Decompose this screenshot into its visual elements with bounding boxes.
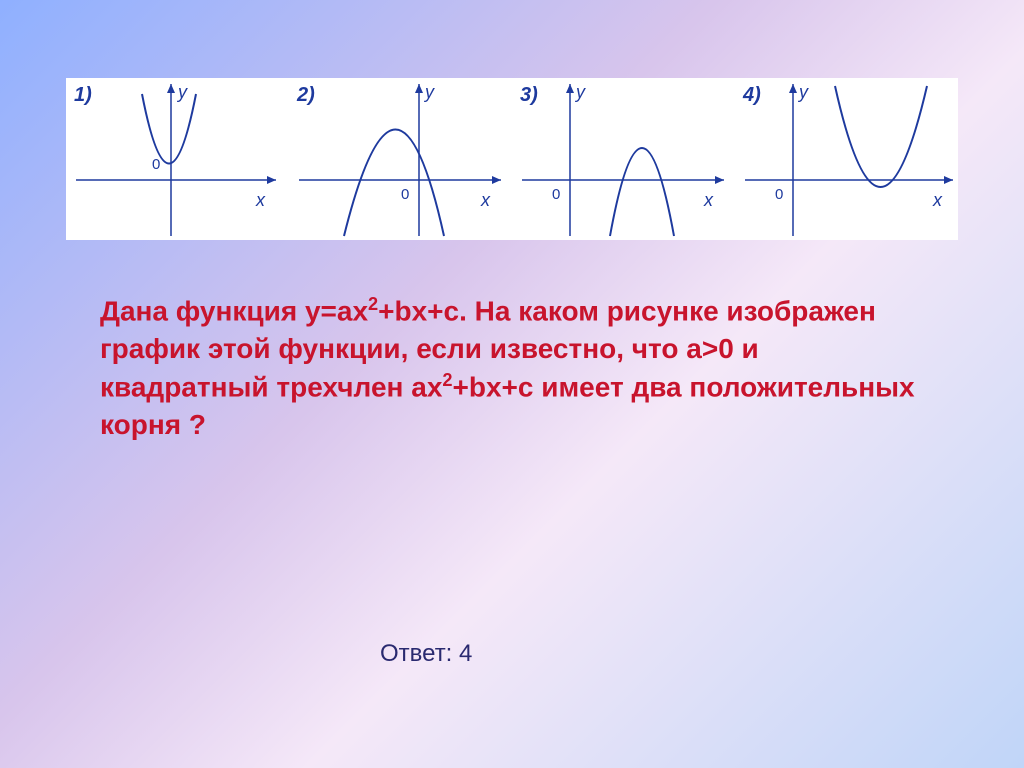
panel-3: 3) yx0 [512,78,735,240]
x-axis-label: x [704,190,713,211]
y-axis-label: y [576,82,585,103]
panel-4-svg [735,78,958,240]
origin-label: 0 [152,156,160,173]
y-axis-label: y [799,82,808,103]
x-axis-label: x [256,190,265,211]
x-axis-label: x [933,190,942,211]
origin-label: 0 [401,186,409,203]
panel-2: 2) yx0 [289,78,512,240]
origin-label: 0 [775,186,783,203]
panel-2-svg [289,78,512,240]
y-axis-label: y [425,82,434,103]
y-axis-label: y [178,82,187,103]
origin-label: 0 [552,186,560,203]
answer-text: Ответ: 4 [380,640,472,668]
panel-1: 1) yx0 [66,78,289,240]
question-text: Дана функция y=ax2+bx+c. На каком рисунк… [100,292,924,444]
chart-strip: 1) yx0 2) yx0 3) yx0 4) yx0 [66,78,958,240]
panel-4: 4) yx0 [735,78,958,240]
x-axis-label: x [481,190,490,211]
panel-3-svg [512,78,735,240]
